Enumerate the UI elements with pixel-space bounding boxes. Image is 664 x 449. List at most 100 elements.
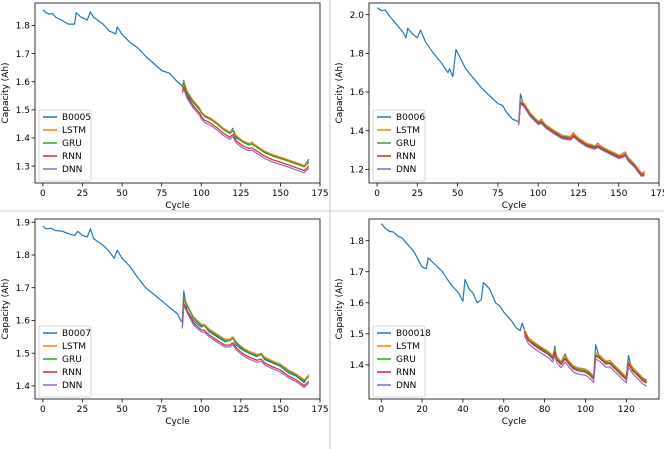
legend-label-dnn: DNN <box>62 165 82 175</box>
series-line-dnn <box>181 304 310 389</box>
legend-label-lstm: LSTM <box>62 342 86 352</box>
legend-label-dnn: DNN <box>396 165 416 175</box>
y-tick-label: 1.6 <box>350 299 365 309</box>
series-line-gru <box>181 82 310 168</box>
legend-label-b0007: B0007 <box>62 329 91 339</box>
series-line-rnn <box>518 102 645 176</box>
legend-label-gru: GRU <box>396 139 416 149</box>
series-line-lstm <box>518 100 645 174</box>
legend-label-rnn: RNN <box>396 368 416 378</box>
y-tick-label: 1.8 <box>350 237 365 247</box>
series-line-dnn <box>518 103 645 177</box>
x-tick-label: 50 <box>116 405 128 415</box>
series-line-gru <box>181 298 310 382</box>
legend-label-gru: GRU <box>396 355 416 365</box>
plot-frame <box>368 2 660 184</box>
legend-label-gru: GRU <box>62 355 82 365</box>
legend-label-lstm: LSTM <box>396 126 420 136</box>
x-tick-label: 40 <box>457 405 469 415</box>
x-axis-label: Cycle <box>502 201 527 211</box>
x-tick-label: 175 <box>311 405 328 415</box>
y-tick-label: 1.7 <box>350 268 364 278</box>
plot-frame <box>34 2 321 184</box>
chart-panel-1: 0 25 50 75 100 125 150 175 1.3 1.4 1.5 1.6 1.7 1.8 Cyc… <box>1 2 329 211</box>
x-tick-label: 150 <box>272 189 289 199</box>
legend-label-b0005: B0005 <box>62 113 91 123</box>
x-tick-label: 100 <box>193 189 210 199</box>
x-tick-label: 100 <box>577 405 594 415</box>
x-tick-label: 0 <box>374 189 380 199</box>
y-tick-label: 1.2 <box>350 166 364 176</box>
chart-panel-2: 0 25 50 75 100 125 150 175 1.2 1.4 1.6 1.8 2.0 Cycle C… <box>335 2 664 211</box>
x-tick-label: 125 <box>232 189 249 199</box>
plot-frame <box>34 218 321 400</box>
x-tick-label: 125 <box>232 405 249 415</box>
legend-label-rnn: RNN <box>396 152 416 162</box>
y-tick-label: 1.5 <box>350 330 364 340</box>
plot-frame <box>368 218 660 400</box>
legend-box <box>372 109 426 182</box>
series-line-b0007 <box>42 225 310 384</box>
legend-box <box>372 325 426 398</box>
y-tick-label: 1.3 <box>16 162 30 172</box>
x-tick-label: 0 <box>40 189 46 199</box>
legend-label-rnn: RNN <box>62 152 82 162</box>
series-line-rnn <box>181 86 310 172</box>
y-tick-label: 1.5 <box>16 106 30 116</box>
series-line-dnn <box>523 335 647 387</box>
series-line-rnn <box>181 302 310 387</box>
x-tick-label: 0 <box>40 405 46 415</box>
x-tick-label: 100 <box>530 189 547 199</box>
x-tick-label: 60 <box>498 405 510 415</box>
x-tick-label: 120 <box>618 405 635 415</box>
y-tick-label: 1.8 <box>16 251 31 261</box>
y-axis-label: Capacity (Ah) <box>335 62 345 123</box>
x-tick-label: 75 <box>156 189 167 199</box>
x-tick-label: 50 <box>116 189 128 199</box>
x-tick-label: 50 <box>452 189 464 199</box>
y-tick-label: 1.9 <box>16 218 31 228</box>
legend-box <box>38 109 92 182</box>
legend-label-lstm: LSTM <box>62 126 86 136</box>
legend-label-dnn: DNN <box>396 381 416 391</box>
series-line-dnn <box>181 88 310 174</box>
y-axis-label: Capacity (Ah) <box>1 62 11 123</box>
x-axis-label: Cycle <box>502 417 527 427</box>
x-axis-label: Cycle <box>165 417 190 427</box>
legend-label-b0006: B0006 <box>396 113 425 123</box>
legend-label-b00018: B00018 <box>396 329 431 339</box>
x-tick-label: 80 <box>539 405 551 415</box>
x-tick-label: 20 <box>416 405 428 415</box>
y-axis-label: Capacity (Ah) <box>1 278 11 339</box>
x-tick-label: 175 <box>311 189 328 199</box>
series-line-gru <box>518 101 645 175</box>
legend-label-gru: GRU <box>62 139 82 149</box>
y-tick-label: 1.4 <box>16 382 31 392</box>
legend-box <box>38 325 92 398</box>
y-axis-label: Capacity (Ah) <box>335 278 345 339</box>
y-tick-label: 1.6 <box>16 317 31 327</box>
y-tick-label: 1.7 <box>16 284 30 294</box>
x-tick-label: 25 <box>77 405 88 415</box>
y-tick-label: 1.7 <box>16 50 30 60</box>
y-tick-label: 1.6 <box>350 88 365 98</box>
chart-panel-3: 0 25 50 75 100 125 150 175 1.4 1.5 1.6 1.7 1.8 1.9 Cyc… <box>1 218 329 427</box>
y-tick-label: 1.8 <box>350 50 365 60</box>
y-tick-label: 1.8 <box>16 22 31 32</box>
y-tick-label: 1.5 <box>16 349 30 359</box>
x-tick-label: 125 <box>570 189 587 199</box>
x-tick-label: 150 <box>610 189 627 199</box>
y-tick-label: 1.6 <box>16 78 31 88</box>
legend-label-rnn: RNN <box>62 368 82 378</box>
x-tick-label: 75 <box>492 189 503 199</box>
x-tick-label: 150 <box>272 405 289 415</box>
y-tick-label: 1.4 <box>16 134 31 144</box>
y-tick-label: 1.4 <box>350 361 365 371</box>
x-tick-label: 100 <box>193 405 210 415</box>
x-tick-label: 25 <box>412 189 423 199</box>
series-line-lstm <box>181 81 310 166</box>
y-tick-label: 1.4 <box>350 127 365 137</box>
legend-label-lstm: LSTM <box>396 342 420 352</box>
chart-panel-4: 0 20 40 60 80 100 120 1.4 1.5 1.6 1.7 1.8 Cycle Capac… <box>335 218 660 427</box>
